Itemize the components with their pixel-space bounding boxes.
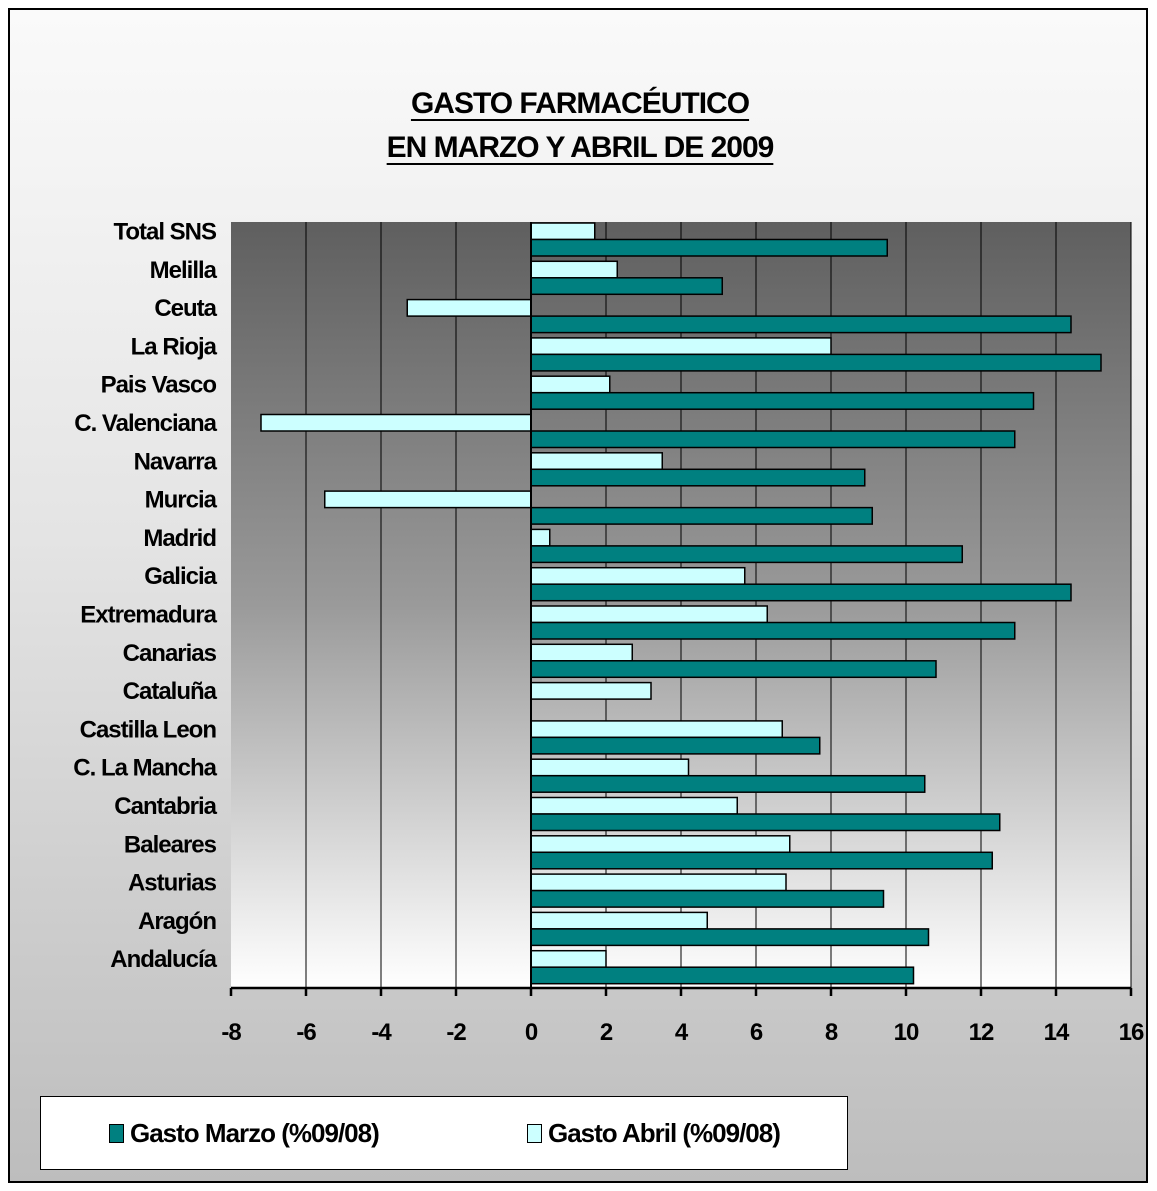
x-tick-label: 0 (525, 1019, 538, 1046)
bar-marzo (530, 774, 926, 793)
bar-marzo (530, 660, 937, 679)
category-label: Castilla Leon (80, 716, 217, 743)
x-tick-label: -4 (371, 1019, 392, 1046)
bar-marzo (530, 736, 821, 755)
x-tick-label: 8 (825, 1019, 838, 1046)
bar-marzo (530, 966, 915, 985)
x-tick-label: 14 (1044, 1019, 1070, 1046)
bar-abril (530, 260, 618, 279)
category-label: Extremadura (80, 601, 217, 628)
bar-marzo (530, 238, 888, 257)
x-tick-label: 16 (1119, 1019, 1144, 1046)
tick-labels: -8 -6 -4 -2 0 2 4 6 8 10 12 14 16 (221, 1019, 1145, 1046)
bar-marzo (530, 277, 723, 296)
category-label: C. La Mancha (73, 755, 217, 782)
category-label: Asturias (128, 870, 217, 897)
legend-item-abril: Gasto Abril (%09/08) (527, 1115, 781, 1151)
bar-marzo (530, 315, 1072, 334)
bar-abril (530, 375, 611, 394)
category-label: Madrid (143, 525, 216, 552)
legend-label-marzo: Gasto Marzo (%09/08) (130, 1117, 380, 1148)
category-label: Melilla (150, 257, 218, 284)
bar-marzo (530, 506, 873, 525)
x-tick-label: -2 (446, 1019, 466, 1046)
bar-marzo (530, 430, 1016, 449)
bar-abril (530, 835, 791, 854)
category-label: Andalucía (110, 946, 217, 973)
x-tick-label: 4 (675, 1019, 689, 1046)
bar-marzo (530, 468, 866, 487)
chart-title-line-2: EN MARZO Y ABRIL DE 2009 (386, 131, 775, 164)
bar-abril (530, 873, 787, 892)
bar-marzo (530, 545, 963, 564)
bar-marzo (530, 353, 1102, 372)
bar-abril (530, 796, 738, 815)
bar-marzo (530, 928, 930, 947)
bar-abril (530, 605, 768, 624)
category-label: Cantabria (114, 793, 217, 820)
category-label: Pais Vasco (101, 372, 217, 399)
bars (260, 222, 1102, 985)
bar-abril (324, 490, 532, 509)
x-tick-label: -8 (221, 1019, 241, 1046)
category-label: Aragón (138, 908, 216, 935)
category-label: Canarias (123, 640, 217, 667)
legend-item-marzo: Gasto Marzo (%09/08) (109, 1115, 380, 1151)
category-label: Total SNS (113, 218, 217, 245)
bar-abril (530, 337, 832, 356)
x-tick-label: 12 (969, 1019, 994, 1046)
axes (229, 222, 1133, 996)
bar-marzo (530, 813, 1001, 832)
bar-marzo (530, 391, 1035, 410)
chart-title: GASTO FARMACÉUTICO EN MARZO Y ABRIL DE 2… (10, 82, 1146, 170)
bar-abril (406, 298, 532, 317)
chart-frame: GASTO FARMACÉUTICO EN MARZO Y ABRIL DE 2… (8, 8, 1148, 1183)
bar-marzo (530, 583, 1072, 602)
bar-marzo (530, 889, 885, 908)
x-tick-label: -6 (296, 1019, 316, 1046)
category-labels: Total SNS Melilla Ceuta La Rioja Pais Vasco C… (73, 218, 218, 973)
bar-abril (530, 758, 690, 777)
bar-abril (530, 720, 783, 739)
legend-swatch-marzo (109, 1123, 124, 1143)
bar-chart: Total SNS Melilla Ceuta La Rioja Pais Vasco C… (73, 218, 1145, 1046)
category-label: Ceuta (154, 295, 217, 322)
chart-title-line-1: GASTO FARMACÉUTICO (410, 87, 750, 120)
category-label: Cataluña (123, 678, 218, 705)
x-tick-label: 10 (894, 1019, 919, 1046)
bar-abril (530, 911, 708, 930)
bar-abril (530, 222, 596, 241)
bar-marzo (530, 851, 993, 870)
category-label: Baleares (124, 831, 217, 858)
bar-abril (530, 452, 663, 471)
bar-abril (530, 566, 746, 585)
legend: Gasto Marzo (%09/08) Gasto Abril (%09/08… (40, 1096, 848, 1170)
category-label: La Rioja (131, 333, 218, 360)
bar-abril (530, 643, 633, 662)
bar-abril (530, 681, 652, 700)
bar-abril (530, 949, 607, 968)
category-label: Galicia (144, 563, 217, 590)
legend-swatch-abril (527, 1123, 542, 1143)
x-tick-label: 6 (750, 1019, 763, 1046)
legend-label-abril: Gasto Abril (%09/08) (548, 1117, 781, 1148)
category-label: Murcia (145, 487, 218, 514)
category-label: Navarra (134, 448, 218, 475)
bar-abril (530, 528, 551, 547)
bar-abril (260, 413, 532, 432)
bar-marzo (530, 621, 1016, 640)
x-tick-label: 2 (600, 1019, 613, 1046)
category-label: C. Valenciana (74, 410, 217, 437)
